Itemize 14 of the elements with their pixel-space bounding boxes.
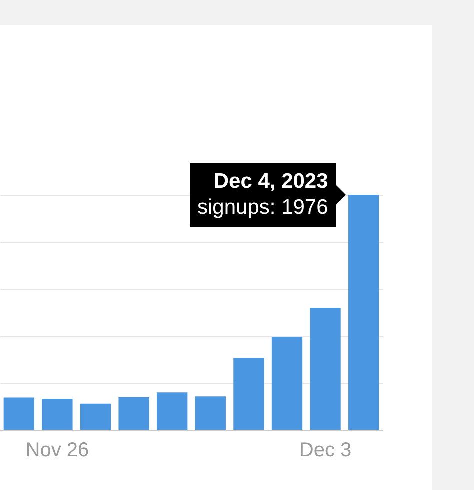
bar (310, 308, 341, 430)
bar (80, 404, 112, 430)
bar (157, 392, 188, 430)
text: Dec 4, 2023 (212, 169, 328, 195)
bar (4, 398, 34, 430)
bar (348, 195, 380, 430)
x-tick-label: Nov 26 (26, 440, 90, 462)
annotation: signups: 1976 (198, 195, 328, 221)
x-tick-label: Dec 3 (299, 440, 352, 462)
bar (195, 396, 226, 430)
bar (272, 337, 303, 430)
bar (234, 358, 264, 430)
bar (42, 398, 73, 430)
bar (118, 397, 150, 430)
